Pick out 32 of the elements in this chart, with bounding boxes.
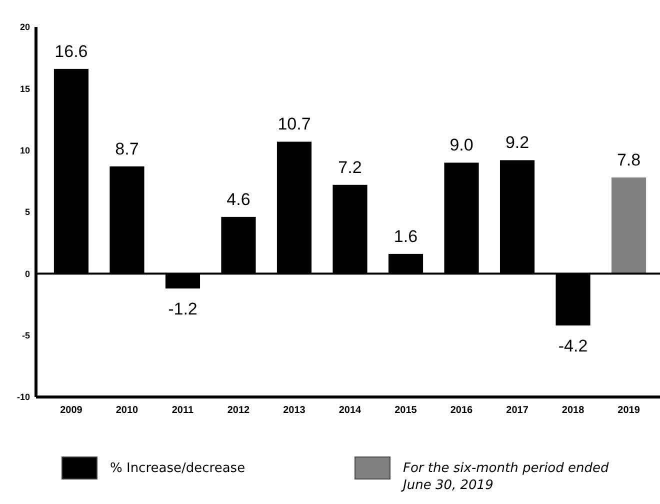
y-tick-label: -10 bbox=[16, 392, 30, 402]
x-tick-label: 2010 bbox=[116, 405, 139, 416]
y-tick-label: -5 bbox=[22, 330, 30, 340]
data-label: 10.7 bbox=[278, 114, 311, 134]
x-tick-label: 2015 bbox=[394, 405, 418, 416]
x-tick-label: 2013 bbox=[283, 405, 306, 416]
x-tick-label: 2017 bbox=[506, 405, 529, 416]
y-tick-label: 10 bbox=[20, 145, 30, 156]
data-label: 9.2 bbox=[505, 133, 530, 152]
x-tick-label: 2009 bbox=[60, 405, 83, 416]
x-tick-label: 2016 bbox=[450, 405, 474, 416]
data-label: 8.7 bbox=[115, 139, 139, 158]
data-label: 4.6 bbox=[226, 190, 250, 209]
data-label: -4.2 bbox=[558, 336, 588, 356]
x-tick-label: 2012 bbox=[227, 405, 250, 416]
x-tick-label: 2011 bbox=[172, 405, 194, 416]
x-tick-label: 2014 bbox=[338, 405, 362, 416]
y-tick-label: 20 bbox=[20, 22, 30, 32]
y-tick-label: 15 bbox=[20, 84, 30, 94]
legend-label: % Increase/decrease bbox=[110, 461, 246, 476]
bar bbox=[611, 177, 646, 274]
data-label: 9.0 bbox=[450, 136, 474, 155]
data-label: 7.2 bbox=[338, 158, 362, 177]
data-label: 7.8 bbox=[616, 150, 641, 170]
legend-label: For the six-month period ended June 30, 2019 bbox=[400, 461, 610, 493]
data-label: -1.2 bbox=[168, 299, 198, 318]
data-label: 1.6 bbox=[394, 226, 418, 246]
data-label: 16.6 bbox=[54, 42, 88, 61]
y-tick-label: 5 bbox=[24, 207, 30, 218]
y-tick-label: 0 bbox=[24, 268, 30, 279]
x-tick-label: 2018 bbox=[562, 405, 585, 416]
x-tick-label: 2019 bbox=[618, 405, 640, 416]
